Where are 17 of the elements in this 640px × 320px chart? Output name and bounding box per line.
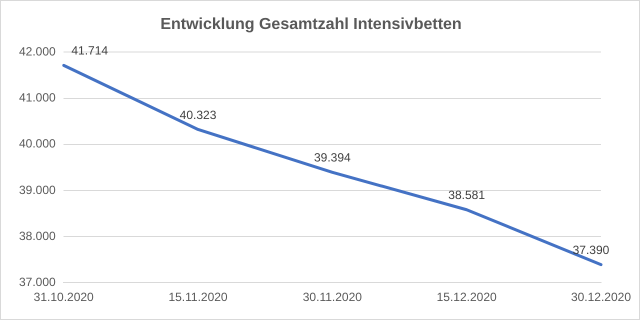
y-tick-label: 38.000 xyxy=(19,228,56,243)
data-label: 39.394 xyxy=(314,150,352,165)
y-tick-label: 39.000 xyxy=(19,182,56,197)
x-tick-label: 31.10.2020 xyxy=(34,290,94,304)
data-label: 41.714 xyxy=(71,44,108,58)
data-label: 37.390 xyxy=(572,242,610,257)
x-tick-label: 15.11.2020 xyxy=(168,290,228,304)
y-tick-label: 41.000 xyxy=(19,90,56,105)
x-tick-label: 15.12.2020 xyxy=(436,290,498,304)
data-label: 38.581 xyxy=(448,188,486,202)
data-label: 40.323 xyxy=(180,108,217,122)
y-tick-label: 42.000 xyxy=(19,44,56,59)
x-tick-label: 30.11.2020 xyxy=(302,290,362,304)
x-tick-label: 30.12.2020 xyxy=(570,290,632,304)
y-tick-label: 40.000 xyxy=(19,136,56,151)
y-tick-label: 37.000 xyxy=(19,274,56,289)
chart-title: Entwicklung Gesamtzahl Intensivbetten xyxy=(160,16,462,34)
